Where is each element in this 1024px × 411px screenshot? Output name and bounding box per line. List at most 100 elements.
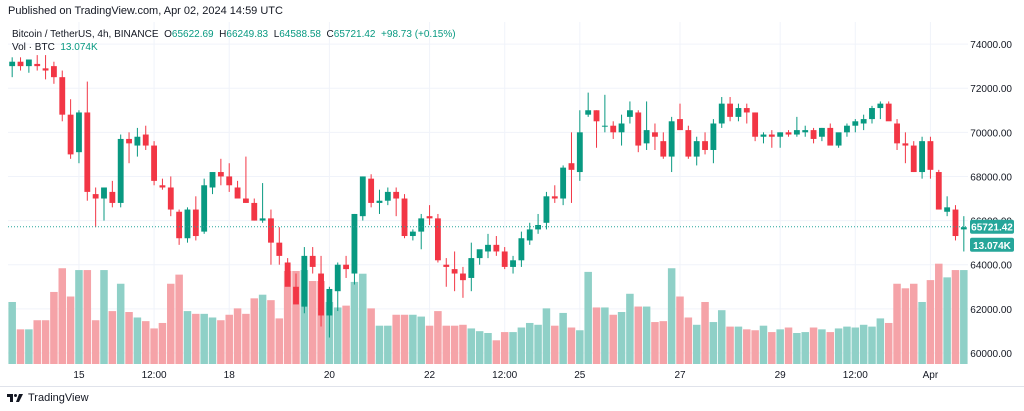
candle-body <box>318 273 324 316</box>
candle-body <box>593 110 600 122</box>
volume-bar <box>684 317 693 364</box>
tradingview-brand[interactable]: TradingView <box>6 392 89 404</box>
volume-bar <box>350 281 359 364</box>
volume-bar <box>876 318 885 364</box>
candle-body <box>860 119 867 124</box>
volume-bar <box>250 298 259 364</box>
volume-bar <box>33 320 41 364</box>
candle-body <box>568 163 575 170</box>
candle-body <box>894 123 900 144</box>
volume-bar <box>935 263 943 364</box>
volume-bar <box>818 329 826 364</box>
volume-bar <box>217 320 225 364</box>
candle-body <box>25 59 32 67</box>
candle-body <box>693 141 700 157</box>
volume-bar <box>75 270 83 364</box>
volume-bar <box>651 322 659 364</box>
candle-body <box>376 200 383 203</box>
volume-bar <box>409 314 417 364</box>
volume-bar <box>192 313 200 364</box>
candle-body <box>117 138 124 203</box>
volume-bar <box>450 325 459 364</box>
volume-bar <box>25 329 33 364</box>
volume-bar <box>375 325 384 364</box>
volume-bar <box>701 301 709 364</box>
brand-name: TradingView <box>28 392 89 404</box>
volume-bar <box>267 300 275 364</box>
candle-body <box>184 209 191 239</box>
volume-bar <box>500 332 509 364</box>
candle-body <box>451 269 458 274</box>
time-tick-label: 25 <box>574 370 586 381</box>
candle-body <box>101 187 107 199</box>
candle-body <box>159 185 166 188</box>
volume-bar <box>517 327 526 364</box>
candle-body <box>59 77 66 115</box>
candle-body <box>17 61 24 67</box>
volume-bar <box>642 306 651 364</box>
volume-bar <box>726 326 734 364</box>
candle-body <box>9 61 16 67</box>
volume-bar <box>8 301 16 364</box>
candle-body <box>551 196 558 199</box>
volume-bar <box>551 325 559 364</box>
price-tick-label: 62000.00 <box>970 305 1012 316</box>
candle-body <box>518 238 525 261</box>
candle-body <box>735 108 742 117</box>
volume-bar <box>567 327 576 364</box>
time-tick-label: 15 <box>73 370 85 381</box>
candle-body <box>919 141 926 173</box>
candle-body <box>393 191 400 199</box>
candle-body <box>535 224 542 230</box>
volume-bar <box>275 318 284 364</box>
volume-bar <box>50 291 58 364</box>
volume-bar <box>175 274 183 364</box>
candle-body <box>660 141 667 157</box>
chart-area[interactable]: 74000.0072000.0070000.0068000.0066000.00… <box>0 22 1024 384</box>
volume-bar <box>626 293 634 364</box>
candle-body <box>460 273 466 281</box>
time-tick-label: 29 <box>775 370 787 381</box>
candle-body <box>134 136 141 146</box>
candle-body <box>426 216 433 219</box>
price-tick-label: 64000.00 <box>970 261 1012 272</box>
volume-bar <box>58 268 67 364</box>
volume-bar <box>133 317 142 364</box>
candle-body <box>618 123 625 133</box>
volume-bar <box>442 325 451 364</box>
volume-bar <box>834 328 843 364</box>
candlestick-chart[interactable]: 74000.0072000.0070000.0068000.0066000.00… <box>0 22 1024 384</box>
time-tick-label: 27 <box>674 370 686 381</box>
time-tick-label: 22 <box>424 370 436 381</box>
candle-body <box>643 130 650 144</box>
candle-body <box>201 185 208 232</box>
candle-body <box>126 138 132 144</box>
time-tick-label: Apr <box>923 370 939 381</box>
candle-body <box>226 176 233 186</box>
candle-body <box>785 132 792 135</box>
close-value: 65721.42 <box>333 29 376 40</box>
candle-body <box>743 108 750 113</box>
candle-body <box>434 218 441 261</box>
volume-bar <box>167 283 175 364</box>
volume-bar <box>943 277 951 364</box>
tradingview-logo-icon <box>7 394 23 402</box>
volume-bar <box>692 324 701 364</box>
volume-bar <box>509 332 517 364</box>
candle-body <box>626 110 633 117</box>
candle-body <box>543 196 550 223</box>
candle-body <box>401 198 408 237</box>
price-tick-label: 72000.00 <box>970 84 1012 95</box>
volume-bar <box>809 327 818 364</box>
volume-bar <box>125 312 133 364</box>
volume-bar <box>116 283 125 364</box>
volume-bar <box>793 332 801 364</box>
volume-bar <box>667 268 676 364</box>
low-value: 64588.58 <box>279 29 321 40</box>
volume-bar <box>359 273 367 364</box>
candle-body <box>234 187 241 199</box>
volume-bar <box>584 271 592 364</box>
candle-body <box>176 211 183 239</box>
candle-body <box>485 244 491 252</box>
volume-bar <box>768 332 776 364</box>
